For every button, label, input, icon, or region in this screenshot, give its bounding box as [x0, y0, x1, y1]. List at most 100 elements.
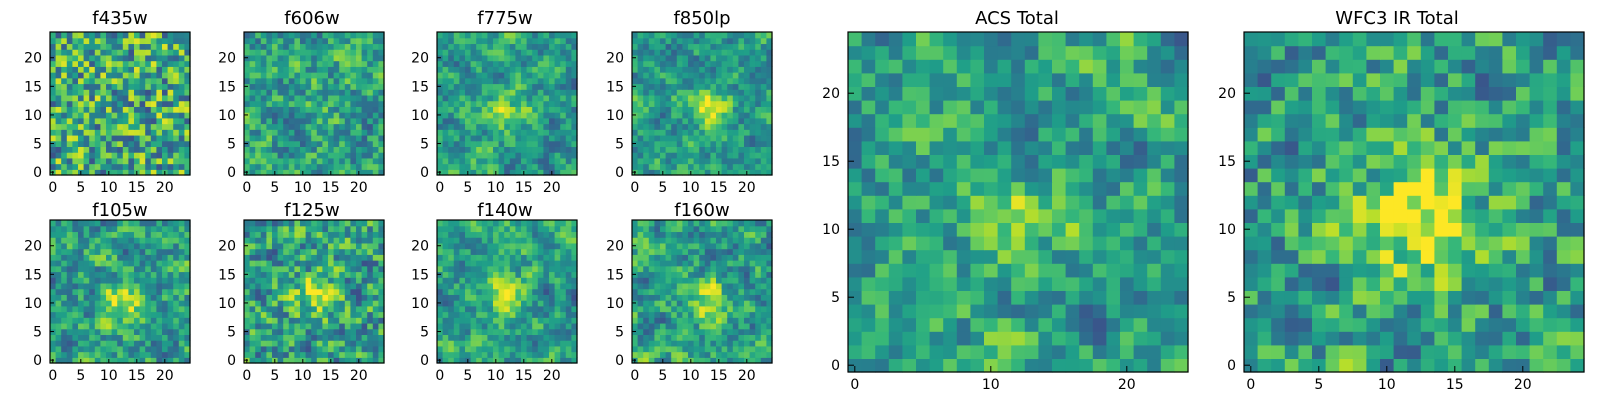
- heatmap-cell: [100, 294, 107, 301]
- heatmap-cell: [83, 72, 90, 79]
- heatmap-cell: [339, 66, 346, 73]
- x-tick-label: 20: [738, 180, 756, 196]
- y-tick-label: 5: [420, 325, 429, 341]
- heatmap-cell: [487, 43, 494, 50]
- heatmap-cell: [277, 322, 284, 330]
- heatmap-cell: [727, 277, 734, 284]
- heatmap-cell: [255, 83, 262, 90]
- heatmap-cell: [738, 83, 745, 90]
- heatmap-cell: [732, 311, 739, 318]
- heatmap-cell: [755, 271, 762, 278]
- heatmap-cell: [61, 277, 68, 284]
- heatmap-cell: [465, 43, 472, 50]
- heatmap-cell: [571, 328, 578, 335]
- heatmap-cell: [344, 282, 351, 290]
- heatmap-cell: [459, 169, 466, 176]
- heatmap-cell: [145, 157, 152, 165]
- heatmap-cell: [521, 60, 528, 67]
- heatmap-cell: [322, 106, 329, 113]
- heatmap-cell: [372, 100, 379, 107]
- heatmap-cell: [300, 106, 307, 113]
- heatmap-cell: [283, 72, 290, 79]
- heatmap-cell: [328, 146, 335, 153]
- heatmap-cell: [632, 265, 639, 273]
- heatmap-cell: [470, 260, 477, 267]
- heatmap-cell: [372, 334, 379, 341]
- heatmap-cell: [78, 54, 85, 62]
- heatmap-cell: [543, 225, 550, 233]
- heatmap-cell: [150, 89, 157, 96]
- heatmap-cell: [83, 237, 90, 244]
- heatmap-cell: [665, 328, 672, 335]
- heatmap-cell: [676, 271, 683, 278]
- heatmap-cell: [167, 282, 174, 290]
- heatmap-cell: [50, 72, 57, 79]
- heatmap-cell: [476, 163, 483, 170]
- heatmap-cell: [671, 54, 678, 62]
- heatmap-cell: [122, 77, 129, 85]
- heatmap-cell: [145, 277, 152, 284]
- heatmap-cell: [565, 351, 572, 358]
- heatmap-cell: [498, 49, 505, 56]
- heatmap-cell: [356, 254, 363, 261]
- heatmap-cell: [515, 334, 522, 341]
- heatmap-cell: [481, 94, 488, 102]
- heatmap-cell: [283, 94, 290, 102]
- heatmap-cell: [184, 254, 191, 261]
- heatmap-cell: [178, 317, 185, 324]
- heatmap-cell: [637, 100, 644, 107]
- heatmap-cell: [55, 340, 62, 347]
- heatmap-cell: [549, 277, 556, 284]
- heatmap-cell: [66, 117, 73, 125]
- heatmap-cell: [72, 288, 79, 295]
- heatmap-cell: [493, 322, 500, 330]
- heatmap-cell: [437, 32, 444, 39]
- heatmap-cell: [515, 134, 522, 142]
- heatmap-cell: [260, 134, 267, 142]
- heatmap-cell: [260, 242, 267, 250]
- heatmap-cell: [339, 265, 346, 273]
- heatmap-cell: [755, 94, 762, 102]
- heatmap-cell: [487, 357, 494, 364]
- heatmap-cell: [72, 100, 79, 107]
- heatmap-cell: [283, 134, 290, 142]
- heatmap-cell: [83, 271, 90, 278]
- heatmap-cell: [333, 152, 340, 159]
- heatmap-cell: [361, 169, 368, 176]
- heatmap-cell: [249, 77, 256, 85]
- y-tick-label: 10: [24, 296, 42, 312]
- heatmap-cell: [339, 72, 346, 79]
- heatmap-cell: [378, 357, 385, 364]
- heatmap-cell: [350, 106, 357, 113]
- heatmap-cell: [738, 305, 745, 313]
- heatmap-cell: [145, 83, 152, 90]
- heatmap-cell: [543, 43, 550, 50]
- heatmap-cell: [305, 237, 312, 244]
- heatmap-cell: [128, 140, 135, 147]
- heatmap-cell: [255, 260, 262, 267]
- heatmap-cell: [448, 322, 455, 330]
- heatmap-cell: [350, 37, 357, 45]
- heatmap-cell: [648, 43, 655, 50]
- heatmap-cell: [173, 328, 180, 335]
- heatmap-cell: [648, 54, 655, 62]
- heatmap-cell: [521, 282, 528, 290]
- heatmap-cell: [554, 134, 561, 142]
- heatmap-cell: [738, 163, 745, 170]
- heatmap-cell: [378, 117, 385, 125]
- heatmap-cell: [749, 305, 756, 313]
- x-tick-label: 20: [350, 180, 368, 196]
- heatmap-cell: [498, 351, 505, 358]
- heatmap-cell: [660, 123, 667, 130]
- heatmap-cell: [344, 169, 351, 176]
- y-tick-label: 15: [24, 267, 42, 283]
- heatmap-cell: [498, 237, 505, 244]
- heatmap-cell: [66, 89, 73, 96]
- heatmap-cell: [643, 43, 650, 50]
- heatmap-cell: [688, 77, 695, 85]
- heatmap-cell: [244, 265, 251, 273]
- heatmap-cell: [498, 300, 505, 307]
- heatmap-cell: [89, 294, 96, 301]
- heatmap-cell: [571, 265, 578, 273]
- heatmap-cell: [266, 288, 273, 295]
